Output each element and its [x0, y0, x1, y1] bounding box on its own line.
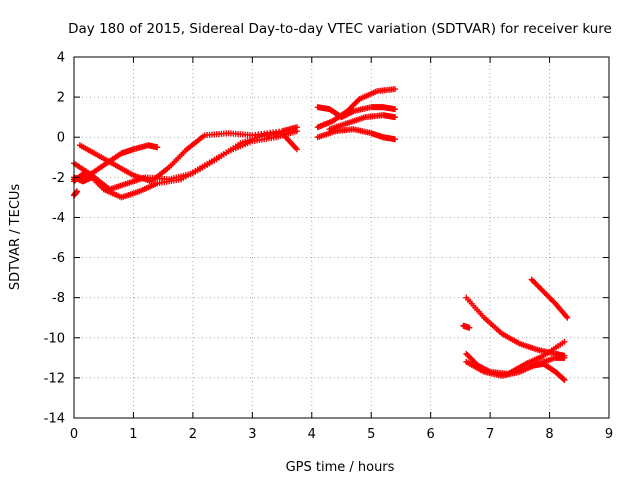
y-tick-label: -8 [52, 291, 65, 306]
data-point [73, 188, 80, 195]
data-point [564, 314, 571, 321]
data-point [392, 136, 398, 143]
series-track-m [463, 354, 568, 379]
series-track-o [528, 360, 568, 383]
series-track-j [326, 112, 398, 133]
y-tick-label: -2 [52, 171, 65, 186]
data-point [392, 86, 398, 93]
x-tick-label: 1 [129, 427, 137, 442]
data-point [392, 106, 398, 113]
axes: 0 1 2 3 4 5 6 7 8 9 4 2 0 -2 -4 -6 -8 -10 -12 -14 [44, 51, 613, 443]
x-tick-label: 3 [248, 427, 256, 442]
series-track-n [528, 276, 571, 321]
y-tick-label: -14 [44, 412, 65, 427]
y-tick-label: 0 [57, 131, 65, 146]
data-point [154, 144, 161, 151]
data-point [561, 376, 568, 383]
data-point [560, 376, 567, 383]
y-tick-label: -4 [52, 211, 65, 226]
x-tick-label: 4 [308, 427, 316, 442]
data-point [561, 338, 568, 345]
series-track-d [76, 124, 300, 185]
y-tick-label: -10 [44, 331, 65, 346]
x-axis-label: GPS time / hours [286, 460, 395, 475]
x-tick-label: 8 [545, 427, 553, 442]
plot-frame [73, 56, 610, 419]
data-point [293, 146, 300, 153]
data-point [466, 324, 473, 331]
x-tick-label: 0 [70, 427, 78, 442]
y-axis-label: SDTVAR / TECUs [8, 184, 23, 291]
series-track-h [314, 86, 398, 131]
y-tick-label: -12 [44, 371, 65, 386]
x-tick-label: 2 [189, 427, 197, 442]
data-point [392, 114, 398, 121]
y-tick-label: -6 [52, 251, 65, 266]
chart-title: Day 180 of 2015, Sidereal Day-to-day VTE… [68, 21, 612, 37]
series-track-f [71, 188, 80, 199]
data-point [561, 354, 568, 361]
data-series [71, 86, 571, 383]
series-track-p [460, 322, 473, 331]
data-point [293, 124, 300, 131]
x-tick-label: 6 [427, 427, 435, 442]
x-tick-label: 7 [486, 427, 494, 442]
x-tick-label: 9 [605, 427, 613, 442]
y-tick-label: 2 [57, 91, 65, 106]
x-tick-label: 5 [367, 427, 375, 442]
y-tick-label: 4 [57, 51, 65, 66]
